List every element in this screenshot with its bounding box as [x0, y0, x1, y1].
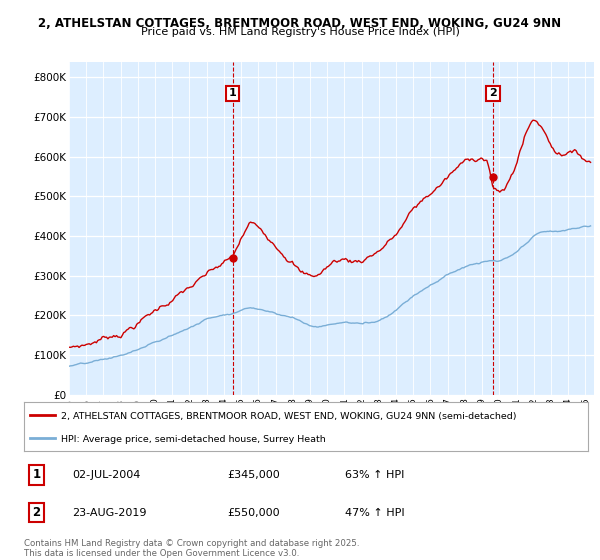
Text: £345,000: £345,000 — [227, 470, 280, 480]
Text: HPI: Average price, semi-detached house, Surrey Heath: HPI: Average price, semi-detached house,… — [61, 435, 325, 444]
Text: 2, ATHELSTAN COTTAGES, BRENTMOOR ROAD, WEST END, WOKING, GU24 9NN: 2, ATHELSTAN COTTAGES, BRENTMOOR ROAD, W… — [38, 17, 562, 30]
Text: 1: 1 — [32, 468, 40, 481]
Text: 2, ATHELSTAN COTTAGES, BRENTMOOR ROAD, WEST END, WOKING, GU24 9NN (semi-detached: 2, ATHELSTAN COTTAGES, BRENTMOOR ROAD, W… — [61, 412, 516, 421]
Text: 23-AUG-2019: 23-AUG-2019 — [72, 507, 146, 517]
Text: 2: 2 — [32, 506, 40, 519]
Text: 63% ↑ HPI: 63% ↑ HPI — [346, 470, 405, 480]
Text: Price paid vs. HM Land Registry's House Price Index (HPI): Price paid vs. HM Land Registry's House … — [140, 27, 460, 38]
Text: 1: 1 — [229, 88, 236, 99]
Text: Contains HM Land Registry data © Crown copyright and database right 2025.: Contains HM Land Registry data © Crown c… — [24, 539, 359, 548]
Text: 47% ↑ HPI: 47% ↑ HPI — [346, 507, 405, 517]
Text: 02-JUL-2004: 02-JUL-2004 — [72, 470, 140, 480]
Text: This data is licensed under the Open Government Licence v3.0.: This data is licensed under the Open Gov… — [24, 549, 299, 558]
Text: 2: 2 — [489, 88, 497, 99]
Text: £550,000: £550,000 — [227, 507, 280, 517]
